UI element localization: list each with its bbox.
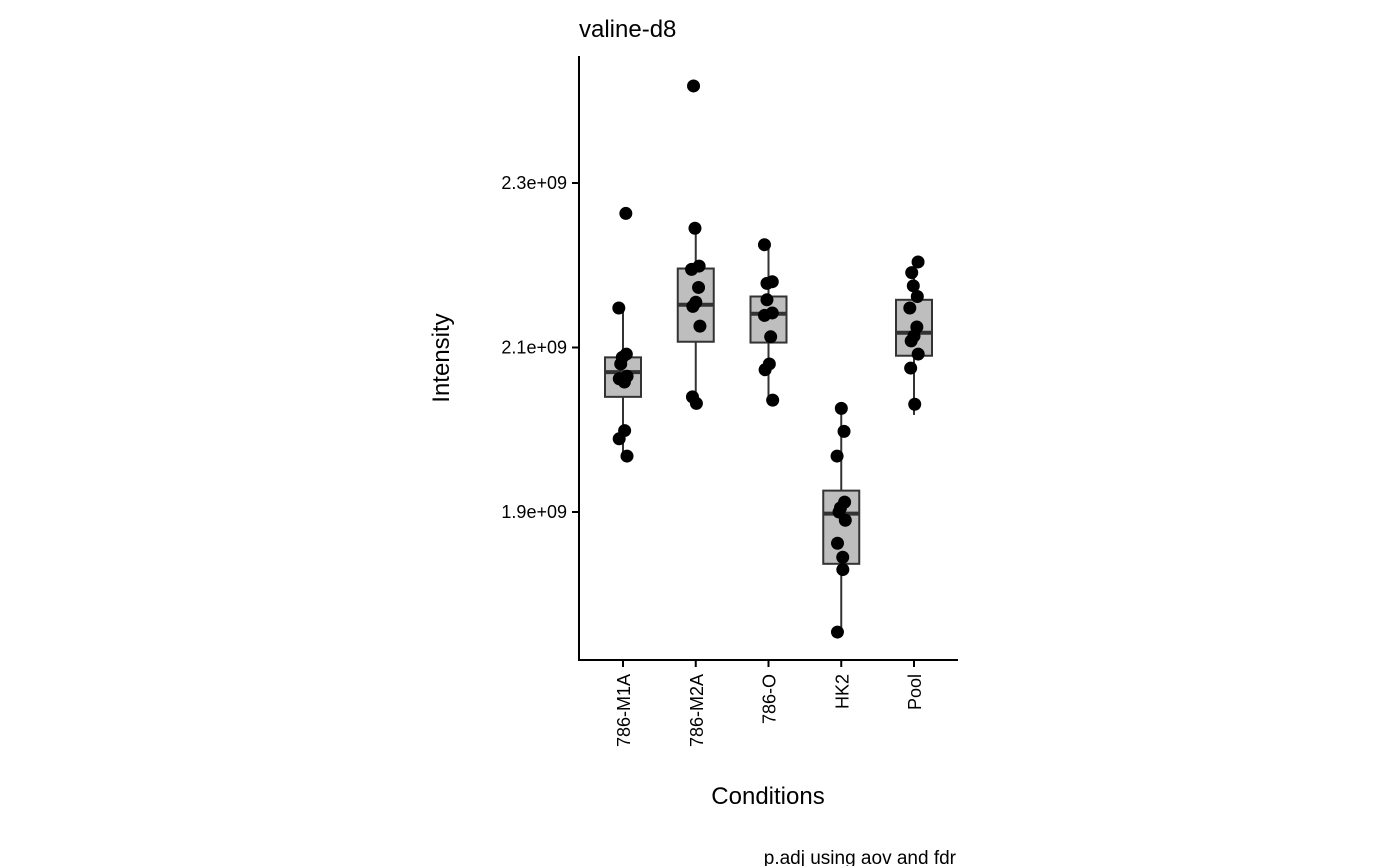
data-point	[831, 536, 845, 550]
data-point	[685, 262, 699, 276]
x-axis-ticks: 786-M1A 786-M2A 786-O HK2 Pool	[614, 660, 925, 747]
chart-marks	[604, 79, 933, 639]
data-point	[836, 550, 850, 564]
data-point	[904, 361, 918, 375]
chart-title: valine-d8	[579, 16, 676, 43]
data-point	[620, 449, 634, 463]
box-786-O	[749, 245, 788, 401]
points-786-M1A	[612, 206, 634, 463]
y-tick-label: 1.9e+09	[501, 502, 567, 522]
data-point	[693, 319, 707, 333]
data-point	[612, 301, 626, 315]
data-point	[911, 347, 925, 361]
data-point	[614, 357, 628, 371]
points-786-O	[757, 238, 780, 407]
data-point	[686, 299, 700, 313]
data-point	[836, 563, 850, 577]
x-axis-title: Conditions	[711, 783, 824, 810]
data-point	[758, 363, 772, 377]
x-tick-label: 786-M2A	[687, 674, 707, 747]
data-point	[830, 625, 844, 639]
box-786-M2A	[676, 229, 715, 399]
y-tick-label: 2.1e+09	[501, 338, 567, 358]
y-axis-ticks: 1.9e+09 2.1e+09 2.3e+09	[501, 173, 579, 522]
data-point	[692, 280, 706, 294]
data-point	[687, 79, 701, 93]
data-point	[619, 206, 633, 220]
data-point	[905, 266, 919, 280]
data-point	[757, 238, 771, 252]
data-point	[688, 221, 702, 235]
data-point	[834, 401, 848, 415]
data-point	[764, 330, 778, 344]
data-point	[838, 513, 852, 527]
y-tick-label: 2.3e+09	[501, 173, 567, 193]
x-tick-label: HK2	[832, 674, 852, 709]
data-point	[689, 396, 703, 410]
data-point	[757, 308, 771, 322]
points-786-M2A	[685, 79, 707, 410]
data-point	[612, 432, 626, 446]
data-point	[904, 334, 918, 348]
data-point	[760, 293, 774, 307]
data-point	[908, 397, 922, 411]
x-tick-label: Pool	[905, 674, 925, 710]
chart-caption: p.adj using aov and fdr	[764, 848, 957, 866]
data-point	[903, 301, 917, 315]
data-point	[911, 255, 925, 269]
x-tick-label: 786-O	[760, 674, 780, 724]
y-axis-title: Intensity	[428, 313, 455, 402]
data-point	[910, 290, 924, 304]
data-point	[837, 424, 851, 438]
data-point	[760, 276, 774, 290]
data-point	[766, 393, 780, 407]
data-point	[830, 449, 844, 463]
data-point	[906, 279, 920, 293]
points-HK2	[830, 401, 852, 639]
data-point	[617, 375, 631, 389]
points-Pool	[903, 255, 925, 411]
x-tick-label: 786-M1A	[614, 674, 634, 747]
